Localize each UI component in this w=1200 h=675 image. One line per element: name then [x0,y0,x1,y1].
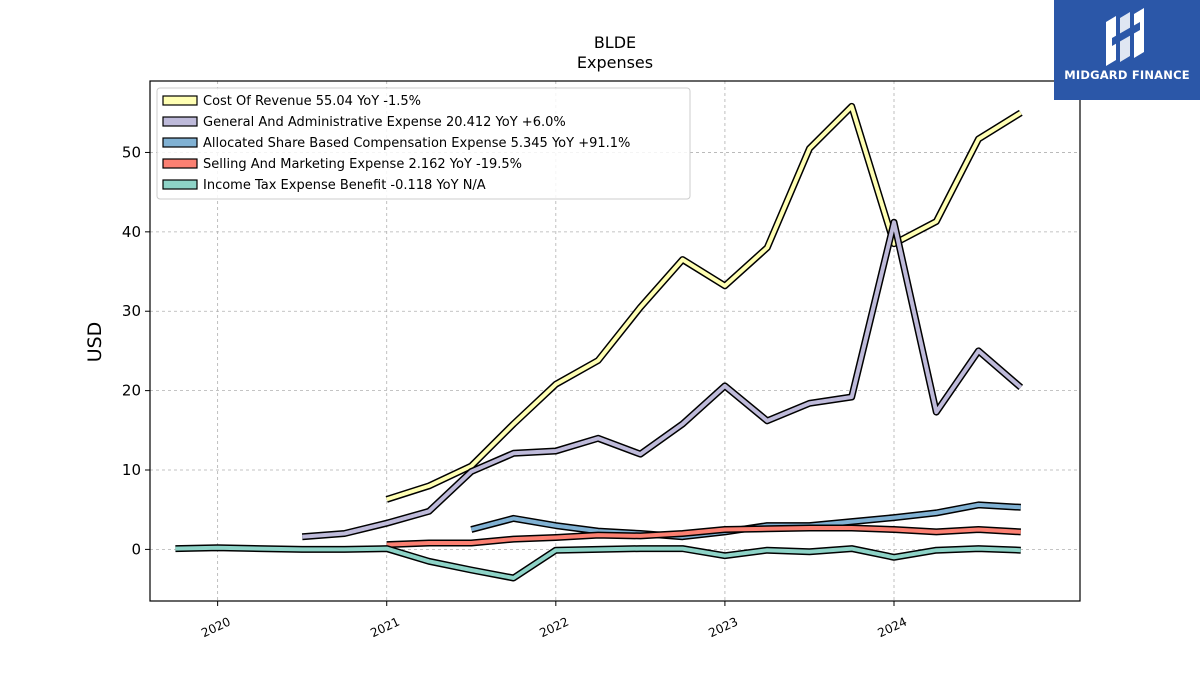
logo-text: MIDGARD FINANCE [1064,68,1190,82]
legend-label: Allocated Share Based Compensation Expen… [203,136,630,151]
series-line-1 [385,102,1023,503]
logo-mark-icon [1106,8,1144,66]
legend-swatch [162,179,198,190]
series-line-2 [301,218,1024,541]
series-line-4 [386,524,1021,549]
x-tick-label: 2021 [368,615,402,641]
series-stroke [386,526,1021,547]
y-tick-label: 30 [122,302,141,320]
y-tick-label: 40 [122,223,141,241]
midgard-finance-logo: MIDGARD FINANCE [1054,0,1200,100]
legend-label: Income Tax Expense Benefit -0.118 YoY N/… [203,178,486,193]
x-tick-label: 2020 [199,615,233,641]
series-stroke [175,545,1021,580]
legend-swatch [162,137,198,148]
series-stroke [386,104,1022,502]
legend-swatch [162,95,198,106]
chart-subtitle: Expenses [577,53,653,72]
legend-label: Selling And Marketing Expense 2.162 YoY … [203,157,522,172]
plot-frame [149,80,1081,602]
series-stroke [302,220,1023,539]
legend-swatch [162,158,198,169]
legend-swatch [162,116,198,127]
x-tick-label: 2024 [876,615,910,641]
legend-label: General And Administrative Expense 20.41… [203,115,566,130]
legend: Cost Of Revenue 55.04 YoY -1.5% General A… [156,87,691,200]
x-tick-label: 2023 [706,615,740,641]
series-layer [175,102,1024,582]
y-axis-label: USD [84,322,106,363]
y-tick-label: 20 [122,382,141,400]
y-tick-label: 50 [122,143,141,161]
legend-box [156,87,691,200]
legend-label: Cost Of Revenue 55.04 YoY -1.5% [203,94,421,109]
x-tick-label: 2022 [537,615,571,641]
y-tick-label: 0 [131,540,141,558]
y-tick-label: 10 [122,461,141,479]
chart-title: BLDE [594,33,636,52]
axis-ticks: 0 10 20 30 40 50 2020 2021 2022 2023 2024 [122,143,909,640]
series-line-5 [175,544,1021,582]
